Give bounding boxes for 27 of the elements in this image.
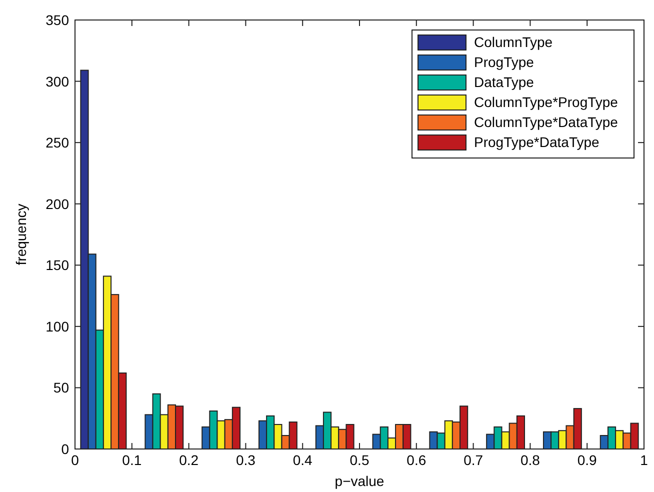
x-tick-label: 0.9 xyxy=(577,452,598,468)
legend-label: ColumnType*DataType xyxy=(474,114,618,130)
y-tick-label: 250 xyxy=(46,134,70,151)
x-tick-label: 0.1 xyxy=(122,452,142,468)
legend-label: ProgType*DataType xyxy=(474,134,600,150)
legend-label: ColumnType xyxy=(474,34,553,50)
y-tick-label: 0 xyxy=(61,441,70,457)
y-tick-label: 150 xyxy=(46,257,70,274)
x-tick-label: 0.4 xyxy=(292,452,313,468)
y-tick-label: 300 xyxy=(46,73,70,90)
y-tick-label: 350 xyxy=(46,12,70,28)
y-tick-label: 200 xyxy=(46,196,70,212)
x-tick-label: 0.2 xyxy=(179,452,199,468)
legend-label: ColumnType*ProgType xyxy=(474,94,618,110)
y-tick-label: 100 xyxy=(46,318,70,334)
x-tick-label: 1 xyxy=(640,452,648,468)
x-tick-label: 0.3 xyxy=(236,452,256,468)
x-tick-label: 0 xyxy=(71,452,80,468)
y-tick-label: 50 xyxy=(53,380,70,396)
legend-label: ProgType xyxy=(474,54,534,70)
x-axis-title: p−value xyxy=(334,473,384,489)
legend-label: DataType xyxy=(474,74,534,90)
x-tick-label: 0.6 xyxy=(406,452,426,468)
x-tick-label: 0.8 xyxy=(520,452,540,468)
y-axis-title: frequency xyxy=(13,204,29,266)
x-tick-label: 0.5 xyxy=(350,452,370,468)
x-tick-label: 0.7 xyxy=(464,452,484,468)
